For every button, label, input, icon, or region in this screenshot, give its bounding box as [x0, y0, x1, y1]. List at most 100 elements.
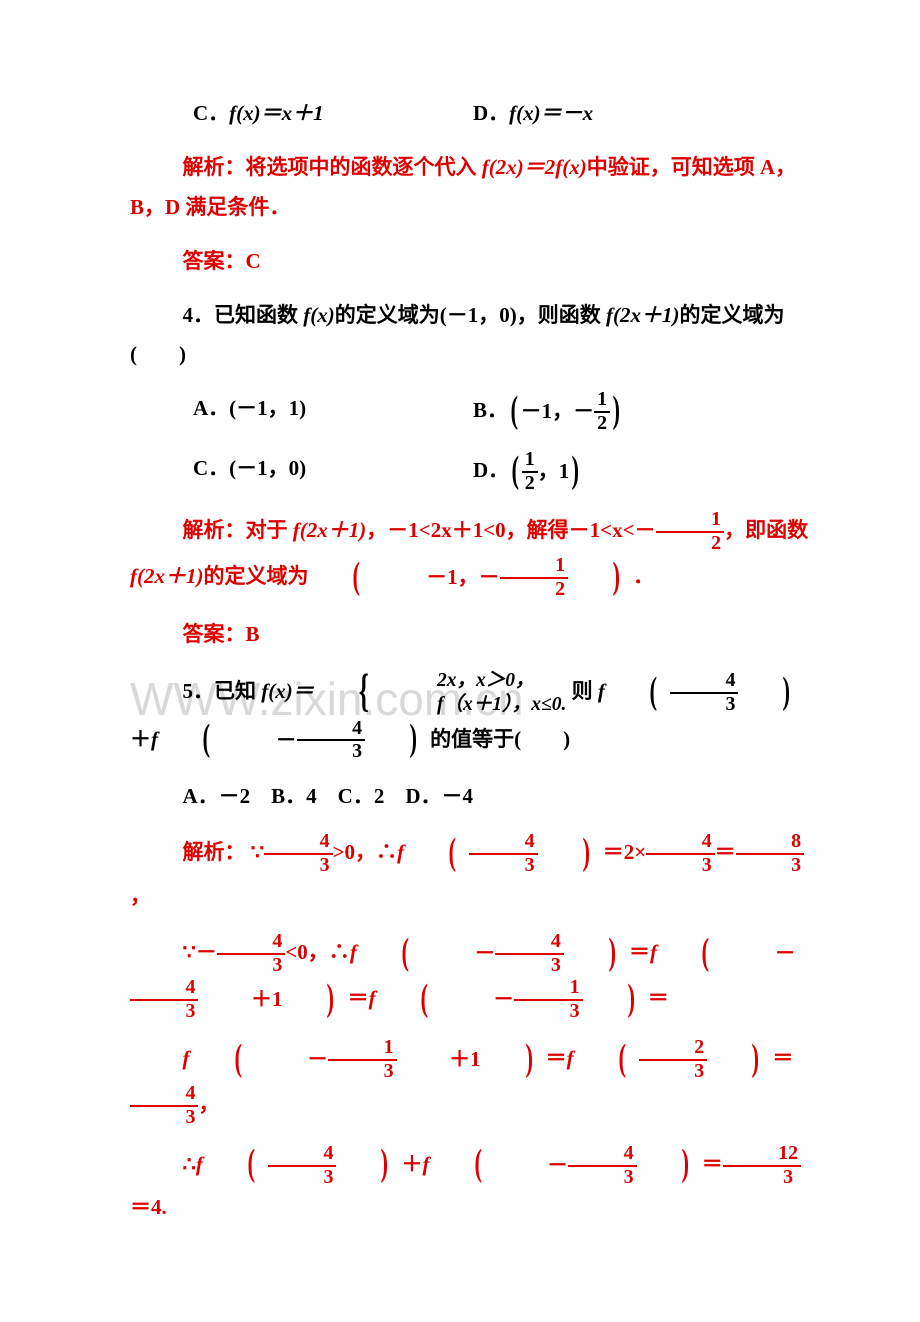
den: 3: [568, 1167, 636, 1189]
num: 4: [568, 1143, 636, 1167]
num: 4: [646, 831, 714, 855]
case-1: 2x，x＞0，: [384, 669, 566, 693]
page-content: C．f(x)＝x＋1 D．f(x)＝－x 解析：将选项中的函数逐个代入 f(2x…: [130, 94, 820, 1228]
jiexi-c: ，即函数: [724, 518, 808, 542]
jiexi-text-1: 将选项中的函数逐个代入: [246, 155, 482, 179]
q3-options-cd: C．f(x)＝x＋1 D．f(x)＝－x: [130, 94, 820, 134]
l2-neg3: －: [441, 980, 515, 1020]
num: 12: [723, 1143, 801, 1167]
num: 1: [514, 977, 582, 1001]
l2-c2: f: [650, 940, 657, 964]
q3-jiexi: 解析：将选项中的函数逐个代入 f(2x)＝2f(x)中验证，可知选项 A，B，D…: [130, 148, 820, 228]
l3-frac43: 43: [130, 1083, 198, 1129]
optb-frac: 12: [594, 389, 610, 435]
l3-frac23: 23: [639, 1037, 707, 1083]
jiexi-b: ，－1<2x＋1<0，解得－1<x<－: [366, 518, 655, 542]
l1-frac8: 83: [736, 831, 804, 877]
paren-r-icon: ): [577, 937, 616, 967]
case2a: f（x＋1），: [437, 694, 531, 715]
l4-f1: f: [196, 1151, 203, 1175]
den: 3: [723, 1167, 801, 1189]
q5-frac43-2: 43: [297, 718, 365, 764]
paren-r-icon: ): [349, 1148, 388, 1178]
jiexi-label: 解析：: [183, 518, 246, 542]
q3-answer: 答案：C: [130, 242, 820, 282]
l1-frac2: 43: [469, 831, 537, 877]
l2-c3: f: [369, 986, 376, 1010]
l3-neg: －: [255, 1040, 329, 1080]
den: 3: [217, 955, 285, 977]
den: 3: [469, 855, 537, 877]
opt-d-label: D．: [473, 101, 509, 125]
jiexi-frac-d: 2: [656, 533, 724, 555]
q5-plus: ＋: [130, 726, 151, 750]
jiexi-fx2: f(2x＋1): [130, 564, 203, 588]
den: 3: [736, 855, 804, 877]
paren-l-icon: (: [171, 723, 210, 753]
num: 4: [264, 831, 332, 855]
paren-l-icon: (: [670, 937, 709, 967]
q4-stem: 4．已知函数 f(x)的定义域为(－1，0)，则函数 f(2x＋1)的定义域为(…: [130, 296, 820, 376]
q3-option-c: C．f(x)＝x＋1: [193, 94, 473, 134]
den: 3: [514, 1001, 582, 1023]
jiexi-f2x: f(2x)＝2f(x): [482, 155, 587, 179]
num: 1: [328, 1037, 396, 1061]
q4-options-ab: A．(－1，1) B．(－1，－12): [130, 389, 820, 435]
answer-value: B: [246, 622, 260, 646]
l2-plus1: ＋1: [198, 980, 282, 1020]
paren-r-icon: ): [295, 983, 334, 1013]
num: 4: [268, 1143, 336, 1167]
l2-neg2: －: [722, 934, 796, 974]
den: 3: [495, 955, 563, 977]
case-2: f（x＋1），x≤0.: [384, 693, 566, 717]
optd-frac-n: 1: [522, 449, 538, 473]
paren-l-icon: (: [443, 1148, 482, 1178]
q4-option-c: C．(－1，0): [193, 449, 473, 495]
jiexi-label: 解析：: [183, 155, 246, 179]
paren-l-icon: (: [203, 1043, 242, 1073]
l2-frac13: 13: [514, 977, 582, 1023]
l2-frac3: 43: [130, 977, 198, 1023]
jiexi-frac-n: 1: [656, 509, 724, 533]
paren-l-icon: (: [618, 676, 657, 706]
paren-l-icon: (: [512, 455, 520, 485]
opt-c-fx: f(x)＝x＋1: [229, 101, 323, 125]
l4-f2: f: [423, 1151, 430, 1175]
l1-e: ＝: [715, 840, 736, 864]
den: 3: [264, 855, 332, 877]
q5-options: A．－2 B．4 C．2 D．－4: [130, 777, 820, 817]
paren-r-icon: ): [572, 455, 580, 485]
l4-frac2: 43: [568, 1143, 636, 1189]
brace-l-icon: {: [330, 675, 369, 707]
q5-stem-fx: f(x)＝: [261, 679, 313, 703]
q5-stem-c: 的值等于( ): [430, 726, 570, 750]
paren-r-icon: ): [751, 676, 790, 706]
q5-jiexi-l3: f(－13＋1)＝f(23)＝43，: [130, 1037, 820, 1129]
num: 8: [736, 831, 804, 855]
paren-r-icon: ): [581, 561, 620, 591]
l4-plus: ＋: [402, 1151, 423, 1175]
optd-pre: D．: [473, 458, 509, 482]
case2b: x≤0.: [531, 694, 566, 715]
paren-r-icon: ): [613, 395, 621, 425]
q4-stem-f2x1: f(2x＋1): [606, 303, 679, 327]
den: 3: [130, 1107, 198, 1129]
l4-eq: ＝: [702, 1151, 723, 1175]
l1-f: ，: [130, 884, 151, 908]
l1-frac1: 43: [264, 831, 332, 877]
l4-neg: －: [495, 1146, 569, 1186]
num: 4: [217, 931, 285, 955]
jiexi-label: 解析：: [183, 840, 246, 864]
num: 4: [297, 718, 365, 742]
jiexi-dot: ．: [633, 564, 654, 588]
optb-in-a: －1，－: [521, 392, 595, 432]
den: 3: [130, 1001, 198, 1023]
l3-f2: f: [567, 1046, 574, 1070]
num: 4: [130, 977, 198, 1001]
jiexi-fx: f(2x＋1): [293, 518, 366, 542]
paren-r-icon: ): [596, 983, 635, 1013]
q4-option-b: B．(－1，－12): [473, 389, 623, 435]
den: 3: [646, 855, 714, 877]
jiexi-in-a: －1，－: [374, 558, 500, 598]
l2-frac2: 43: [495, 931, 563, 977]
